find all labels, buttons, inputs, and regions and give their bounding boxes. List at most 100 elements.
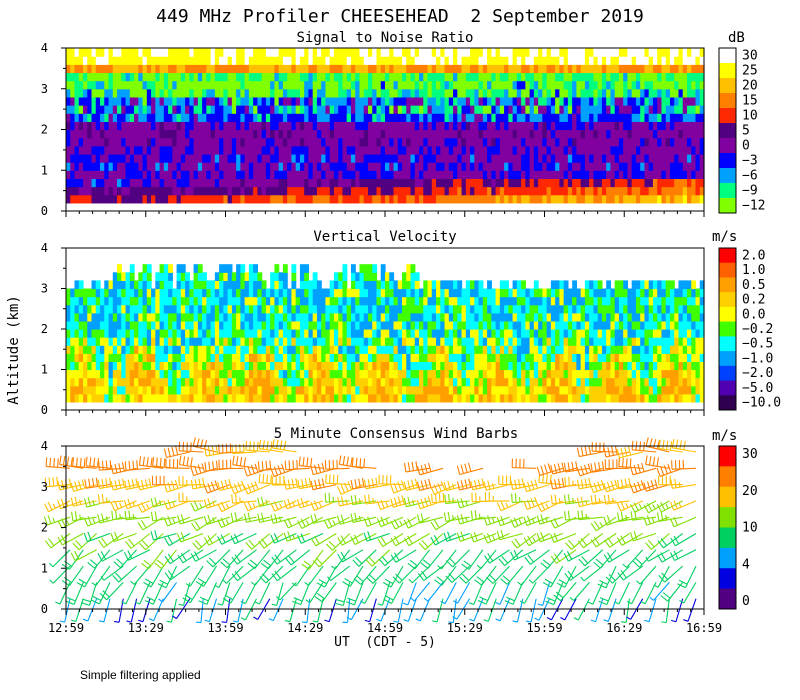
snr-cell	[176, 105, 182, 114]
vv-cell	[431, 377, 437, 387]
snr-cell	[312, 162, 318, 171]
snr-cell	[474, 96, 480, 106]
vv-cell	[614, 377, 620, 387]
snr-cell	[559, 194, 565, 204]
snr-cell	[104, 80, 110, 90]
snr-cell	[525, 170, 531, 179]
snr-cell	[550, 129, 556, 139]
snr-cell	[487, 113, 492, 122]
vv-cell	[640, 377, 646, 387]
vv-cell	[83, 312, 88, 322]
snr-cell	[691, 129, 697, 139]
vv-cell	[342, 369, 348, 379]
vv-cell	[350, 280, 356, 290]
snr-cell	[652, 105, 658, 114]
vv-cell	[414, 353, 420, 362]
vv-cell	[74, 393, 80, 403]
snr-cell	[572, 121, 577, 131]
snr-cell	[695, 56, 701, 65]
vv-cell	[414, 280, 420, 290]
snr-cell	[414, 96, 420, 106]
vv-cell	[287, 385, 293, 395]
snr-cell	[682, 105, 688, 114]
vv-cell	[146, 288, 152, 298]
vv-cell	[461, 369, 467, 379]
snr-cell	[589, 186, 595, 196]
snr-cell	[78, 121, 84, 131]
snr-cell	[329, 96, 335, 106]
vv-cell	[70, 353, 76, 362]
vv-cell	[346, 296, 352, 306]
snr-cell	[376, 72, 382, 82]
snr-cell	[699, 153, 705, 163]
vv-cell	[151, 393, 156, 403]
snr-cell	[282, 145, 288, 155]
snr-cell	[538, 56, 543, 65]
vv-cell	[83, 377, 88, 387]
vv-cell	[287, 369, 293, 379]
vv-cell	[295, 353, 301, 362]
snr-cell	[210, 137, 216, 147]
vv-cell	[640, 296, 646, 306]
vv-cell	[185, 385, 190, 395]
snr-cell	[606, 56, 612, 65]
snr-cell	[270, 194, 276, 204]
vv-cell	[295, 296, 301, 306]
vv-cell	[461, 337, 467, 346]
snr-cell	[444, 121, 450, 131]
vv-cell	[423, 385, 429, 395]
vv-cell	[516, 329, 522, 338]
snr-cell	[210, 64, 216, 74]
snr-cell	[91, 178, 97, 188]
vv-cell	[308, 345, 314, 354]
vv-cell	[504, 369, 509, 379]
vv-cell	[402, 296, 407, 306]
snr-cell	[83, 178, 88, 188]
vv-cell	[550, 329, 556, 338]
snr-cell	[163, 72, 169, 82]
vv-cell	[206, 312, 212, 322]
snr-cell	[686, 162, 692, 171]
vv-cell	[521, 337, 526, 346]
snr-cell	[83, 56, 88, 65]
snr-cell	[410, 96, 416, 106]
vv-cell	[516, 345, 522, 354]
snr-cell	[627, 56, 633, 65]
snr-cell	[338, 170, 344, 179]
snr-cell	[550, 121, 556, 131]
vv-cell	[389, 377, 395, 387]
vv-cell	[402, 369, 407, 379]
vv-cell	[593, 345, 599, 354]
snr-cell	[308, 137, 314, 147]
vv-cell	[402, 272, 407, 281]
snr-cell	[533, 121, 539, 131]
snr-cell	[678, 105, 684, 114]
snr-cell	[125, 137, 131, 147]
snr-cell	[567, 145, 573, 155]
snr-cell	[146, 113, 152, 122]
vv-cell	[529, 393, 535, 403]
snr-cell	[363, 80, 369, 90]
vv-cell	[257, 361, 263, 371]
snr-cell	[274, 137, 280, 147]
snr-cell	[333, 72, 339, 82]
snr-cell	[176, 88, 182, 98]
snr-cell	[508, 56, 514, 65]
vv-cell	[350, 329, 356, 338]
snr-cell	[231, 153, 237, 163]
snr-cell	[474, 162, 480, 171]
vv-cell	[627, 353, 633, 362]
vv-cell	[448, 304, 454, 314]
vv-cell	[129, 345, 135, 354]
snr-cell	[410, 137, 416, 147]
snr-cell	[257, 178, 263, 188]
snr-cell	[125, 178, 131, 188]
snr-cell	[95, 186, 101, 196]
vv-cell	[470, 329, 475, 338]
vv-cell	[572, 361, 577, 371]
vv-cell	[100, 320, 105, 330]
snr-cell	[308, 153, 314, 163]
snr-cell	[648, 88, 654, 98]
snr-cell	[699, 162, 705, 171]
vv-cell	[206, 296, 212, 306]
